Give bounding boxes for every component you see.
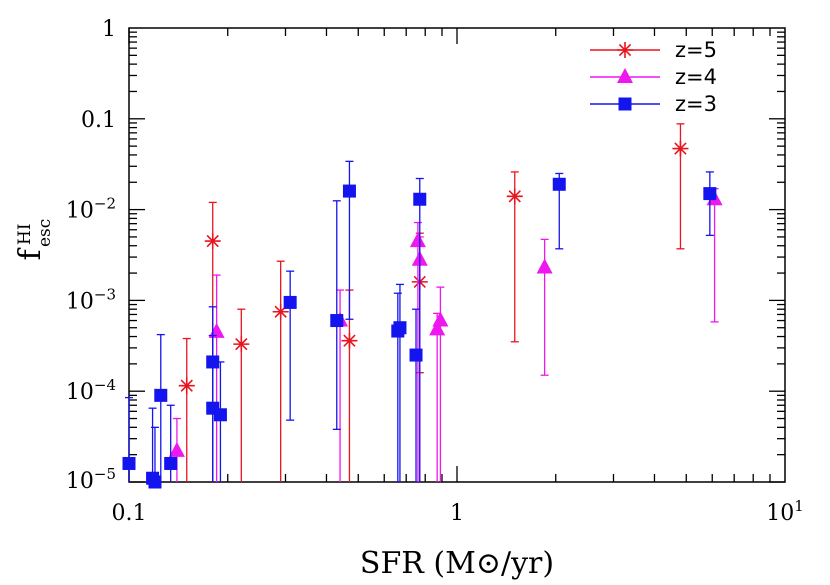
svg-text:esc: esc — [35, 219, 55, 247]
data-point — [164, 456, 178, 470]
data-point — [178, 377, 195, 394]
x-tick-label: 1 — [450, 501, 464, 526]
data-point — [413, 192, 427, 206]
data-point — [204, 233, 221, 250]
y-axis-title: f HI esc — [13, 219, 55, 261]
data-point — [506, 188, 523, 205]
y-tick-labels: 1 0.1 10−2 10−3 10−4 10−5 — [66, 17, 116, 494]
x-axis-title: SFR (M⊙/yr) — [360, 546, 554, 581]
data-point — [432, 311, 449, 327]
series-z=3 — [122, 160, 717, 489]
x-tick-labels: 0.1 1 101 — [112, 497, 804, 526]
y-tick-label: 10−3 — [66, 285, 116, 314]
data-point — [552, 177, 566, 191]
legend-label: z=4 — [675, 65, 717, 89]
legend: z=5 z=4 z=3 — [590, 38, 717, 116]
series-z=4 — [168, 188, 723, 482]
legend-marker — [618, 97, 632, 111]
axis-ticks — [128, 28, 785, 483]
svg-text:f: f — [13, 248, 48, 261]
y-tick-label: 1 — [102, 17, 116, 42]
x-tick-label: 101 — [766, 497, 804, 526]
data-point — [168, 441, 185, 457]
series-z=5 — [178, 123, 689, 482]
x-tick-label: 0.1 — [112, 501, 147, 526]
data-point — [330, 314, 344, 328]
data-point — [429, 320, 446, 336]
data-point — [154, 388, 168, 402]
y-axis-title-sub: esc — [35, 219, 55, 247]
data-point — [409, 232, 426, 248]
data-point — [213, 408, 227, 422]
data-point — [341, 332, 358, 349]
data-point — [148, 475, 162, 489]
data-point — [122, 456, 136, 470]
data-point — [342, 184, 356, 198]
legend-label: z=5 — [675, 38, 717, 62]
data-point — [393, 321, 407, 335]
svg-text:HI: HI — [15, 223, 35, 245]
data-point — [672, 140, 689, 157]
y-tick-label: 10−5 — [66, 465, 116, 494]
data-point — [272, 303, 289, 320]
series-layer — [122, 123, 723, 489]
data-point — [233, 336, 250, 353]
y-tick-label: 0.1 — [81, 108, 116, 133]
y-axis-title-main: f — [13, 248, 48, 261]
legend-marker — [617, 42, 633, 58]
data-point — [283, 295, 297, 309]
y-tick-label: 10−4 — [66, 376, 116, 405]
legend-label: z=3 — [675, 92, 717, 116]
legend-marker — [617, 68, 633, 83]
data-point — [409, 348, 423, 362]
y-tick-label: 10−2 — [66, 195, 116, 224]
data-point — [703, 187, 717, 201]
data-point — [536, 258, 553, 274]
y-axis-title-sup: HI — [15, 223, 35, 245]
